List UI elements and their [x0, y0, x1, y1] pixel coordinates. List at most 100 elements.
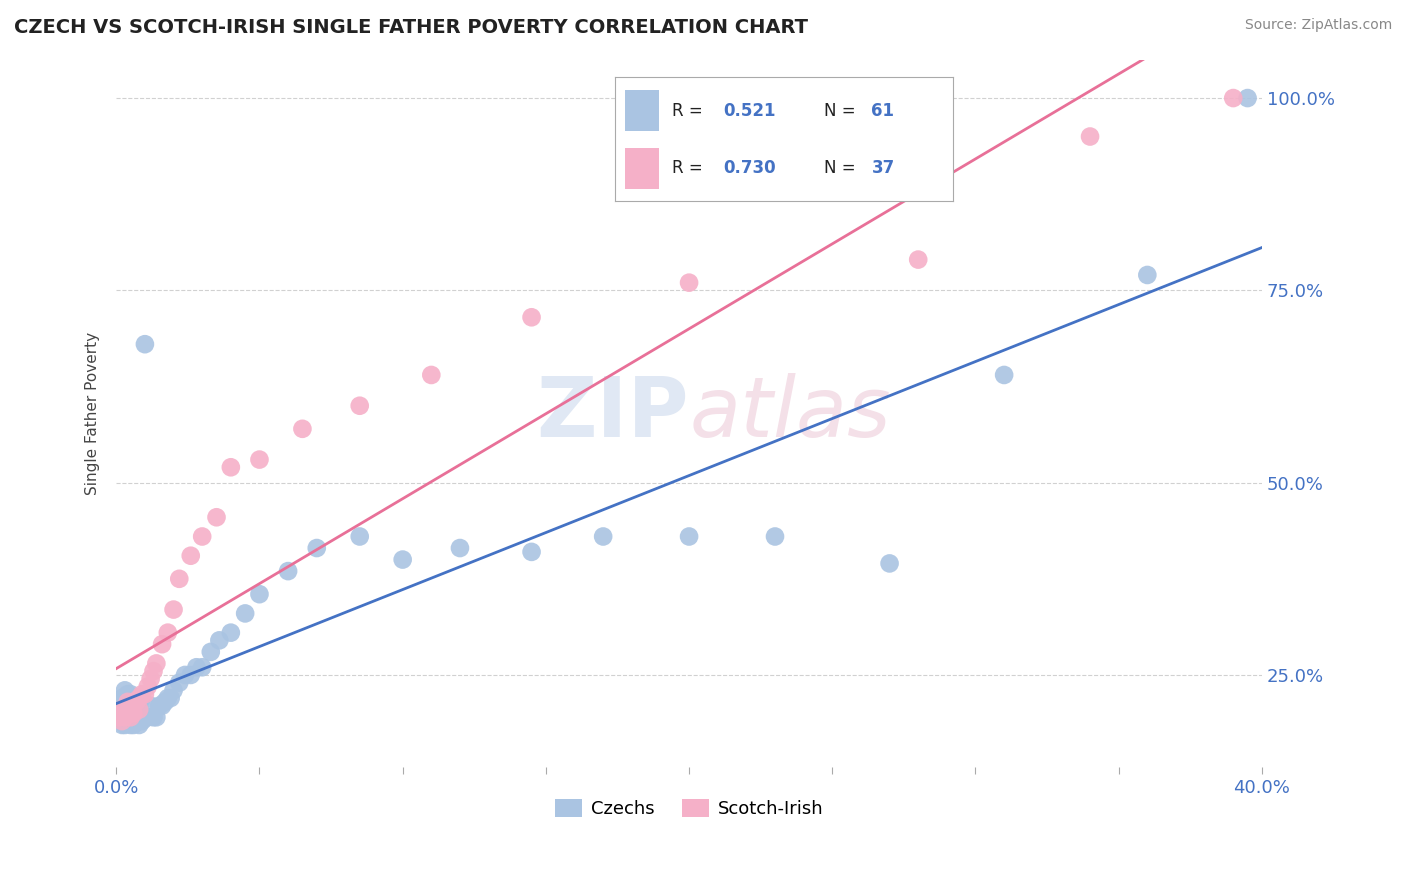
Point — [277, 564, 299, 578]
Point — [139, 698, 162, 713]
Point — [520, 310, 543, 325]
Point — [114, 695, 136, 709]
Point — [114, 702, 136, 716]
Point — [108, 710, 131, 724]
Point — [169, 675, 191, 690]
Point — [592, 529, 614, 543]
Point — [136, 710, 159, 724]
Point — [205, 510, 228, 524]
Point — [305, 541, 328, 555]
Point — [117, 695, 139, 709]
Legend: Czechs, Scotch-Irish: Czechs, Scotch-Irish — [547, 792, 831, 825]
Point — [128, 691, 150, 706]
Point — [153, 695, 176, 709]
Point — [136, 680, 159, 694]
Point — [111, 710, 134, 724]
Point — [1236, 91, 1258, 105]
Point — [120, 710, 142, 724]
Point — [120, 710, 142, 724]
Point — [108, 710, 131, 724]
Point — [131, 714, 153, 728]
Point — [122, 695, 145, 709]
Point — [134, 337, 156, 351]
Point — [907, 252, 929, 267]
Point — [134, 687, 156, 701]
Point — [219, 625, 242, 640]
Point — [219, 460, 242, 475]
Point — [128, 702, 150, 716]
Point — [111, 702, 134, 716]
Point — [114, 710, 136, 724]
Text: CZECH VS SCOTCH-IRISH SINGLE FATHER POVERTY CORRELATION CHART: CZECH VS SCOTCH-IRISH SINGLE FATHER POVE… — [14, 18, 808, 37]
Point — [763, 529, 786, 543]
Point — [191, 529, 214, 543]
Point — [150, 698, 173, 713]
Point — [291, 422, 314, 436]
Point — [162, 683, 184, 698]
Point — [520, 545, 543, 559]
Point — [1136, 268, 1159, 282]
Point — [391, 552, 413, 566]
Point — [125, 695, 148, 709]
Point — [145, 657, 167, 671]
Point — [128, 698, 150, 713]
Point — [349, 529, 371, 543]
Point — [174, 668, 197, 682]
Point — [678, 529, 700, 543]
Point — [1078, 129, 1101, 144]
Point — [993, 368, 1015, 382]
Point — [111, 718, 134, 732]
Point — [191, 660, 214, 674]
Point — [111, 702, 134, 716]
Point — [134, 710, 156, 724]
Point — [349, 399, 371, 413]
Point — [200, 645, 222, 659]
Point — [162, 602, 184, 616]
Point — [122, 706, 145, 721]
Point — [180, 668, 202, 682]
Point — [117, 702, 139, 716]
Point — [233, 607, 256, 621]
Point — [159, 691, 181, 706]
Point — [208, 633, 231, 648]
Point — [420, 368, 443, 382]
Point — [114, 710, 136, 724]
Point — [150, 637, 173, 651]
Point — [169, 572, 191, 586]
Point — [111, 714, 134, 728]
Point — [122, 706, 145, 721]
Point — [186, 660, 208, 674]
Point — [148, 698, 170, 713]
Point — [122, 718, 145, 732]
Point — [139, 672, 162, 686]
Point — [180, 549, 202, 563]
Point — [131, 687, 153, 701]
Point — [156, 625, 179, 640]
Point — [122, 695, 145, 709]
Point — [142, 664, 165, 678]
Point — [125, 695, 148, 709]
Point — [120, 698, 142, 713]
Point — [678, 276, 700, 290]
Point — [1222, 91, 1244, 105]
Point — [142, 710, 165, 724]
Point — [145, 710, 167, 724]
Y-axis label: Single Father Poverty: Single Father Poverty — [86, 332, 100, 495]
Point — [114, 718, 136, 732]
Point — [249, 452, 271, 467]
Text: Source: ZipAtlas.com: Source: ZipAtlas.com — [1244, 18, 1392, 32]
Point — [131, 691, 153, 706]
Point — [108, 702, 131, 716]
Point — [108, 695, 131, 709]
Point — [114, 683, 136, 698]
Point — [120, 718, 142, 732]
Point — [125, 710, 148, 724]
Point — [111, 691, 134, 706]
Point — [117, 687, 139, 701]
Point — [879, 557, 901, 571]
Point — [449, 541, 471, 555]
Text: ZIP: ZIP — [537, 373, 689, 454]
Point — [128, 718, 150, 732]
Point — [249, 587, 271, 601]
Point — [117, 706, 139, 721]
